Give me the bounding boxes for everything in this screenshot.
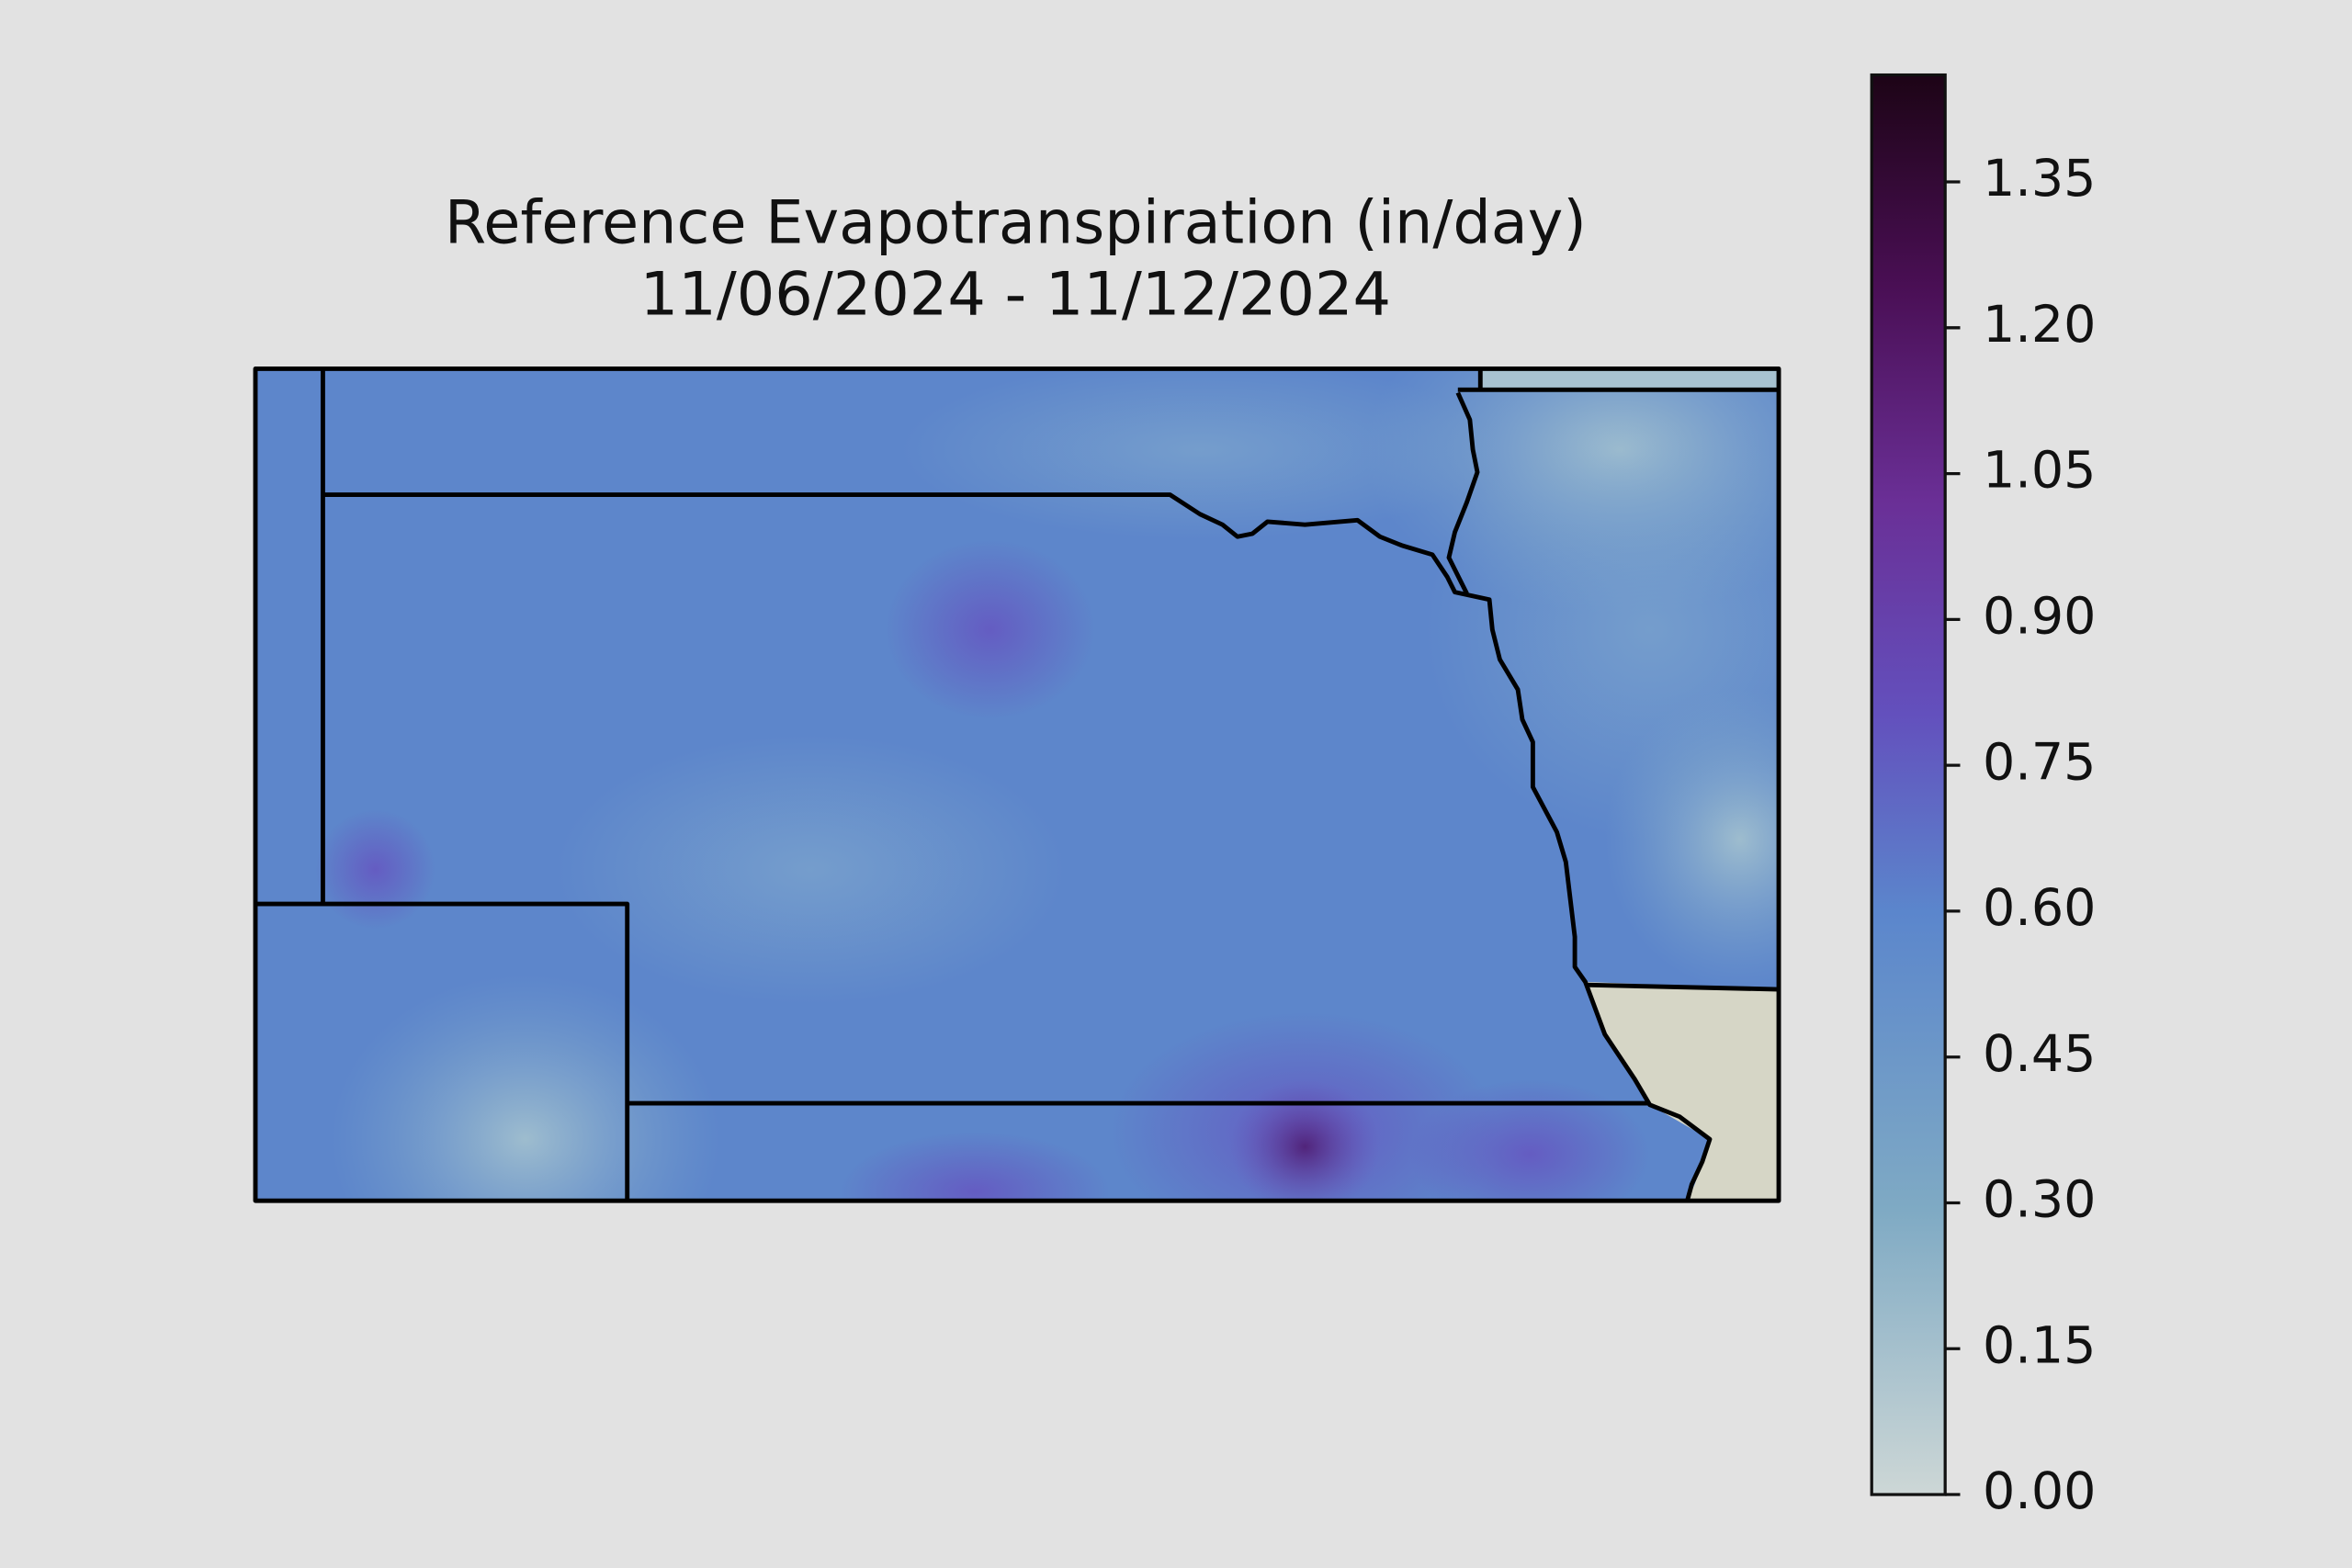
colorbar xyxy=(1870,73,1947,1496)
colorbar-tick-label: 0.15 xyxy=(1983,1316,2097,1375)
colorbar-tick-label: 0.45 xyxy=(1983,1025,2097,1084)
colorbar-tick-label: 0.00 xyxy=(1983,1462,2097,1521)
colorbar-tick-label: 0.30 xyxy=(1983,1171,2097,1230)
colorbar-tick-label: 0.90 xyxy=(1983,587,2097,646)
colorbar-tick-label: 1.20 xyxy=(1983,296,2097,355)
state-borders xyxy=(253,367,1781,1203)
map-title: Reference Evapotranspiration (in/day) xyxy=(445,187,1587,257)
colorbar-tick-label: 1.05 xyxy=(1983,442,2097,501)
colorbar-tick-label: 0.60 xyxy=(1983,879,2097,938)
et-field xyxy=(254,368,1780,1201)
colorbar-tick-label: 0.75 xyxy=(1983,733,2097,792)
map-subtitle: 11/06/2024 - 11/12/2024 xyxy=(640,260,1391,330)
colorbar-ticks: 0.00 0.15 0.30 0.45 0.60 0.75 0.90 1.05 1.20 1.35 xyxy=(1945,150,2096,1521)
colorbar-tick-label: 1.35 xyxy=(1983,150,2097,209)
